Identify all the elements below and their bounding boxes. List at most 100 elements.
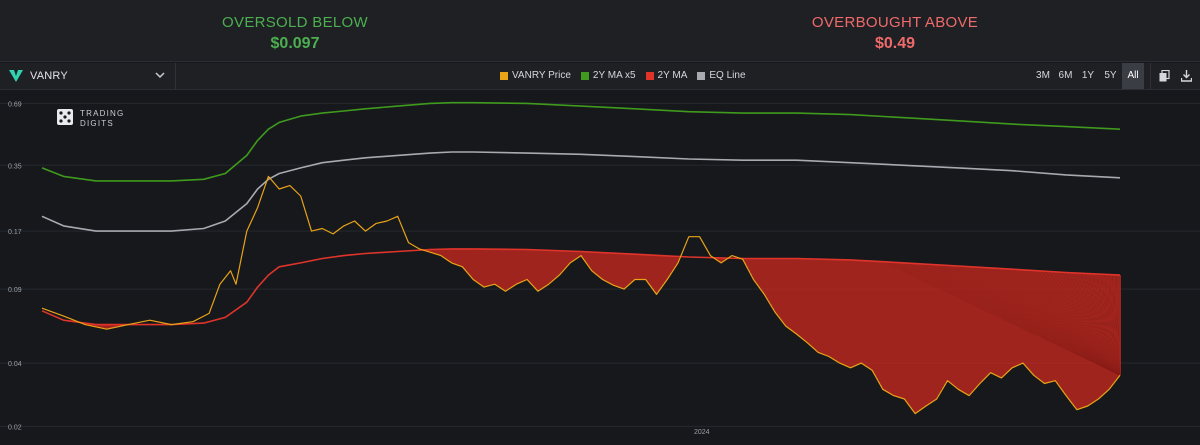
chevron-down-icon [155,72,165,79]
shade-ray [1056,271,1121,376]
shade-ray [1068,272,1121,376]
series-layer [41,101,1121,415]
download-icon[interactable] [1179,63,1193,89]
shade-ray [1013,269,1121,376]
shade-ray [930,264,1121,376]
shade-ray [1099,274,1121,376]
shade-ray [1103,274,1121,376]
legend-swatch [697,71,706,80]
shade-ray [1052,271,1121,376]
overbought-value: $0.49 [874,35,916,52]
shade-ray [1032,270,1121,376]
oversold-block: OVERSOLD BELOW $0.097 [145,14,445,53]
oversold-value: $0.097 [270,35,320,52]
range-button-5y[interactable]: 5Y [1104,70,1117,81]
shade-ray [1088,273,1121,376]
shade-ray [1060,272,1121,376]
legend-item-ma-x5[interactable]: 2Y MA x5 [580,70,636,81]
shade-ray [1044,271,1121,376]
shade-ray [993,267,1121,376]
legend-item-price[interactable]: VANRY Price [500,70,571,81]
overbought-block: OVERBOUGHT ABOVE $0.49 [745,14,1045,53]
range-button-6m[interactable]: 6M [1058,70,1073,81]
shade-ray [977,266,1121,376]
ma-x5-line [41,101,1121,182]
shade-ray [989,267,1121,376]
tool-icons [1150,63,1200,89]
shade-ray [1095,273,1121,376]
range-selector: 3M 6M 1Y 5Y All [1032,63,1145,89]
shade-ray [1005,268,1121,376]
watermark-line2: DIGITS [80,119,114,128]
legend-swatch [580,71,589,80]
y-tick-label: 0.02 [8,424,22,431]
vanry-logo-icon [9,70,23,82]
shade-ray [1048,271,1121,376]
shade-ray [973,266,1121,376]
shade-ray [969,266,1121,376]
shade-ray [1107,274,1121,376]
y-tick-label: 0.35 [8,163,22,170]
shade-ray [981,267,1121,376]
asset-name: VANRY [30,70,68,82]
y-tick-label: 0.04 [8,361,22,368]
legend-label: VANRY Price [512,70,571,81]
price-line [41,175,1121,415]
shade-ray [1020,269,1121,376]
chart-area: 0.02 0.04 0.09 0.17 0.35 0.69 2024 TRADING DIG… [0,91,1200,445]
y-tick-label: 0.69 [8,101,22,108]
range-button-1y[interactable]: 1Y [1081,70,1095,81]
below-ma-fill [79,248,1121,413]
y-tick-label: 0.17 [8,229,22,236]
chart-legend: VANRY Price 2Y MA x5 2Y MA EQ Line [500,70,756,81]
watermark-line1: TRADING [80,109,124,118]
shade-ray [945,265,1121,376]
legend-swatch [500,71,508,80]
x-tick-label: 2024 [694,429,710,436]
shade-ray [1024,269,1121,376]
shade-ray [997,268,1121,376]
shade-ray [941,264,1121,376]
range-button-3m[interactable]: 3M [1036,70,1050,81]
header-bar: OVERSOLD BELOW $0.097 OVERBOUGHT ABOVE $… [0,0,1200,62]
range-button-all[interactable]: All [1122,63,1144,89]
shade-ray [985,267,1121,376]
shade-ray [1040,270,1121,376]
shade-ray [1001,268,1121,376]
shade-ray [1115,274,1121,376]
shade-ray [1111,274,1121,376]
shade-ray [949,265,1121,376]
legend-label: 2Y MA x5 [592,70,636,81]
eq-line [41,151,1121,232]
axis-labels: 0.02 0.04 0.09 0.17 0.35 0.69 2024 [8,101,710,436]
shade-ray [1084,273,1121,376]
asset-dropdown[interactable]: VANRY [0,63,176,89]
shade-ray [934,264,1121,376]
shade-ray [1092,273,1121,376]
shade-ray [953,265,1121,376]
copy-icon[interactable] [1157,63,1171,89]
shade-ray [965,266,1121,376]
legend-item-eq[interactable]: EQ Line [697,70,746,81]
shade-ray [938,264,1121,376]
legend-swatch [645,71,654,80]
shade-ray [1017,269,1121,376]
price-chart[interactable]: 0.02 0.04 0.09 0.17 0.35 0.69 2024 TRADING DIG… [0,91,1200,445]
watermark-logo: TRADING DIGITS [57,109,124,128]
y-tick-label: 0.09 [8,287,22,294]
ma-line [41,248,1121,326]
shade-ray [1064,272,1121,376]
shade-ray [1009,268,1121,376]
shade-ray [957,265,1121,376]
oversold-label: OVERSOLD BELOW [222,14,368,31]
shade-ray [1028,270,1121,376]
legend-label: EQ Line [709,70,746,81]
shade-ray [1076,272,1121,376]
shade-ray [1072,272,1121,376]
chart-toolbar: VANRY VANRY Price 2Y MA x5 2Y MA EQ Line… [0,63,1200,90]
shade-ray [961,265,1121,376]
overbought-label: OVERBOUGHT ABOVE [811,14,979,31]
legend-label: 2Y MA [657,70,688,81]
shade-ray [1080,273,1121,376]
legend-item-ma[interactable]: 2Y MA [645,70,688,81]
